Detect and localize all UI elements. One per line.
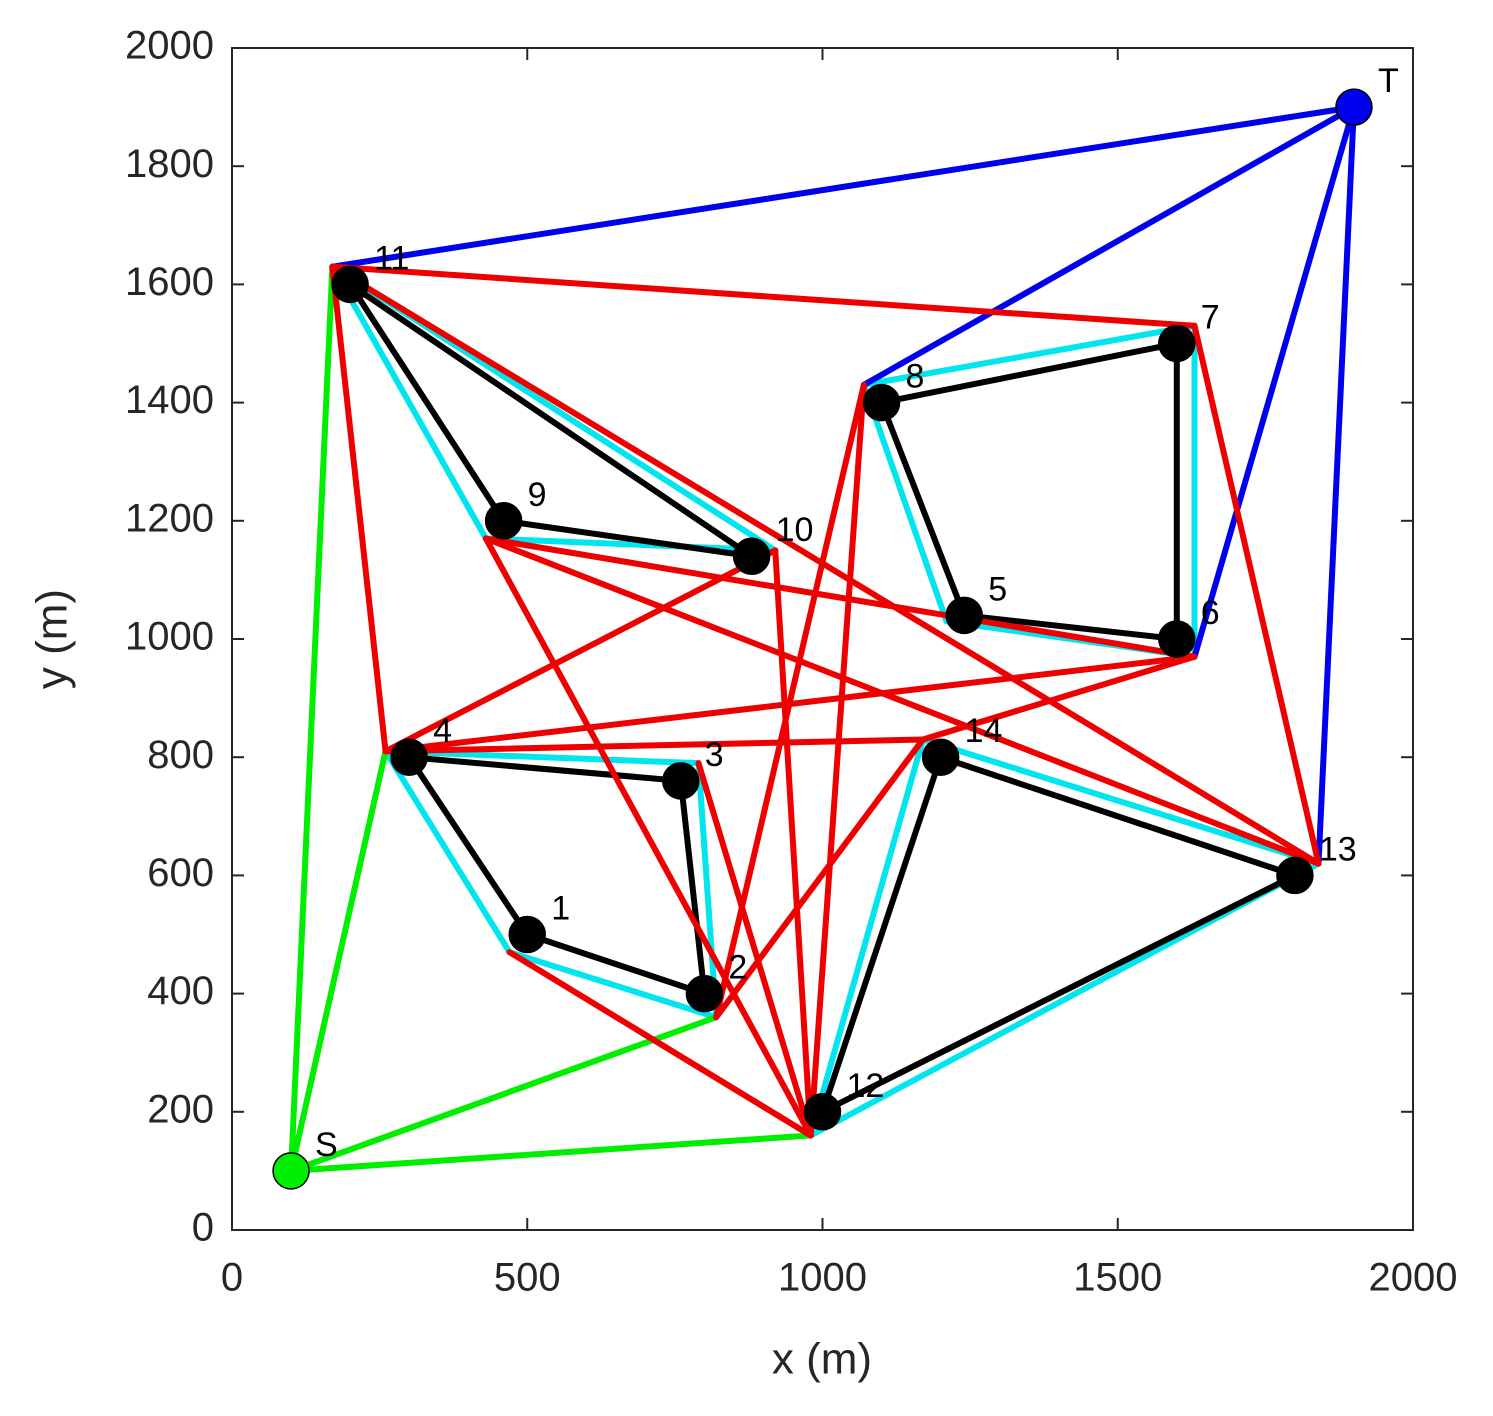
node-label: 7 [1201, 298, 1220, 336]
edge [382, 736, 926, 755]
edge [772, 547, 814, 1139]
edge [482, 535, 814, 1139]
node [331, 265, 369, 304]
edge [329, 104, 1357, 270]
edge [860, 104, 1357, 388]
y-tick-label: 1800 [125, 142, 214, 186]
node-label: 14 [965, 712, 1003, 750]
y-axis-label: y (m) [28, 589, 77, 689]
edge [500, 517, 755, 560]
edge [482, 535, 779, 554]
edge [482, 535, 1198, 660]
node-label: 10 [776, 511, 814, 549]
node [945, 596, 983, 635]
edge [919, 653, 1198, 743]
y-tick-label: 1000 [125, 615, 214, 659]
edge [1191, 322, 1322, 867]
node [390, 738, 428, 776]
edge [382, 748, 702, 767]
node [862, 383, 901, 422]
edge [406, 754, 684, 784]
node-label: 3 [705, 736, 724, 774]
edge [1315, 104, 1357, 867]
edge [329, 263, 389, 755]
x-tick-label: 1500 [1073, 1256, 1162, 1300]
edge [329, 263, 1198, 329]
edge [695, 760, 720, 1021]
edge [919, 736, 1322, 867]
y-tick-label: 1600 [125, 260, 214, 304]
edge [347, 281, 755, 560]
edge [819, 754, 944, 1115]
edge [406, 754, 531, 938]
edge [937, 754, 1298, 879]
node-label: S [315, 1126, 338, 1164]
edge [524, 931, 708, 997]
node [1158, 324, 1196, 363]
node [1276, 856, 1314, 895]
node [272, 1152, 310, 1190]
y-tick-label: 400 [147, 969, 214, 1013]
edge [329, 263, 489, 542]
x-axis-label: x (m) [772, 1335, 872, 1384]
edge [807, 736, 926, 1139]
node-label: 11 [374, 239, 409, 277]
edge [860, 322, 1198, 388]
y-tick-label: 800 [147, 733, 214, 777]
node-label: 1 [551, 889, 570, 927]
edge [329, 263, 1322, 867]
node-label: 9 [528, 476, 547, 514]
y-tick-label: 600 [147, 851, 214, 895]
edge [807, 381, 867, 1139]
node [921, 738, 960, 776]
edge [819, 872, 1298, 1115]
x-tick-label: 500 [494, 1256, 561, 1300]
edge [1191, 104, 1357, 660]
node [732, 537, 771, 576]
edge [961, 612, 1180, 642]
node [662, 762, 700, 800]
node-label: 13 [1319, 830, 1357, 868]
edge [506, 949, 814, 1139]
node-label: 5 [988, 570, 1007, 608]
x-tick-label: 1000 [778, 1256, 867, 1300]
node-label: 6 [1201, 594, 1220, 632]
x-tick-label: 2000 [1369, 1256, 1458, 1300]
edge [878, 399, 968, 619]
node-label: 2 [728, 949, 747, 987]
x-tick-label: 0 [221, 1256, 243, 1300]
node-label: 8 [906, 358, 925, 396]
node [508, 915, 546, 954]
node [1335, 88, 1373, 126]
node-label: 4 [433, 712, 452, 750]
node-label: 12 [847, 1067, 885, 1105]
edge [288, 1014, 720, 1174]
y-tick-label: 2000 [125, 24, 214, 68]
edge [347, 281, 507, 524]
edge [288, 748, 389, 1174]
edge [878, 340, 1180, 406]
y-tick-label: 0 [192, 1206, 214, 1250]
y-tick-label: 200 [147, 1087, 214, 1131]
node [803, 1093, 842, 1131]
node [685, 974, 724, 1013]
edge [677, 777, 708, 997]
edge [288, 1132, 814, 1174]
edge [288, 263, 336, 1174]
edge [860, 381, 950, 625]
edge [695, 760, 814, 1139]
node [1158, 620, 1196, 658]
node-label: T [1378, 62, 1399, 100]
edge [506, 949, 720, 1021]
edge [482, 535, 1322, 867]
y-tick-label: 1200 [125, 496, 214, 540]
edge [382, 748, 513, 956]
node [484, 502, 523, 540]
edge [382, 547, 779, 755]
y-tick-label: 1400 [125, 378, 214, 422]
edge [713, 736, 926, 1021]
plot-frame [231, 47, 1414, 1231]
